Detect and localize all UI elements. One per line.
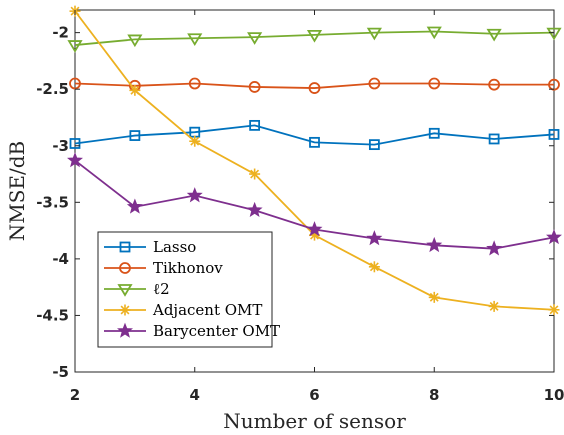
data-point-tikhonov (188, 77, 201, 90)
series-line-tikhonov (74, 82, 554, 89)
data-point-adjacent-omt (488, 300, 500, 312)
legend-marker (119, 241, 131, 253)
legend-label: Adjacent OMT (152, 301, 262, 319)
data-point-2 (187, 33, 203, 47)
series-line-2 (74, 30, 555, 46)
data-point-barycenter-omt (486, 240, 503, 256)
legend-label: ℓ2 (153, 280, 170, 298)
data-point-lasso (309, 136, 320, 148)
legend-entry: Adjacent OMT (104, 301, 262, 319)
data-point-lasso (129, 130, 141, 141)
data-point-adjacent-omt (249, 168, 261, 180)
data-point-tikhonov (428, 77, 441, 90)
x-tick-label: 6 (309, 386, 319, 404)
y-tick-label: -2 (52, 24, 69, 42)
x-axis-title: Number of sensor (223, 409, 406, 433)
data-point-barycenter-omt (186, 187, 203, 203)
axes-layer: 2 4 6 8 10 -5 -4.5 -4 -3.5 -3 -2.5 -2 (36, 10, 564, 404)
legend: Lasso Tikhonov ℓ2 Adjacent OMT Barycenter OM… (97, 231, 280, 348)
series-2 (67, 26, 562, 53)
data-point-adjacent-omt (189, 135, 201, 147)
data-point-2 (486, 28, 502, 42)
legend-label: Lasso (153, 238, 196, 256)
data-point-lasso (368, 139, 380, 151)
data-point-2 (306, 29, 323, 43)
legend-entry: Barycenter OMT (104, 322, 280, 340)
legend-entry: ℓ2 (104, 280, 170, 298)
data-point-2 (426, 26, 442, 40)
data-point-barycenter-omt (306, 221, 323, 237)
y-tick-label: -4.5 (36, 306, 69, 324)
legend-marker (117, 284, 133, 297)
y-tick-label: -2.5 (36, 80, 69, 98)
data-point-2 (67, 40, 83, 53)
data-point-lasso (249, 119, 261, 131)
y-tick-label: -5 (52, 363, 69, 381)
x-tick-label: 4 (190, 386, 200, 404)
legend-entries: Lasso Tikhonov ℓ2 Adjacent OMT Barycenter OM… (104, 238, 280, 340)
y-axis-title: NMSE/dB (5, 141, 29, 242)
data-point-lasso (548, 129, 560, 140)
x-tick-label: 2 (70, 386, 80, 404)
x-tick-label: 10 (544, 386, 564, 404)
legend-label: Barycenter OMT (153, 322, 280, 340)
data-point-barycenter-omt (366, 230, 383, 246)
data-point-lasso (488, 133, 500, 145)
data-point-tikhonov (488, 78, 501, 91)
y-tick-label: -4 (52, 250, 69, 268)
data-point-lasso (69, 138, 81, 149)
legend-entry: Lasso (104, 238, 196, 256)
legend-entry: Tikhonov (104, 259, 223, 277)
data-point-barycenter-omt (67, 152, 83, 168)
legend-marker (119, 262, 131, 274)
data-point-tikhonov (308, 82, 321, 94)
y-tick-label: -3 (52, 137, 69, 155)
data-point-tikhonov (368, 77, 381, 90)
data-point-2 (366, 27, 382, 41)
series-line-lasso (74, 124, 555, 146)
legend-marker (117, 322, 133, 338)
series-layer (67, 5, 562, 316)
data-point-2 (127, 34, 143, 48)
y-tick-label: -3.5 (36, 193, 69, 211)
data-point-tikhonov (69, 77, 81, 90)
data-point-barycenter-omt (126, 198, 143, 214)
data-point-2 (247, 32, 263, 45)
data-point-adjacent-omt (368, 261, 380, 273)
data-point-adjacent-omt (428, 291, 440, 303)
data-point-adjacent-omt (129, 84, 141, 96)
series-barycenter-omt (67, 152, 562, 256)
data-point-2 (546, 27, 562, 41)
data-point-barycenter-omt (246, 201, 263, 218)
data-point-barycenter-omt (546, 228, 562, 245)
legend-marker (119, 304, 131, 316)
data-point-barycenter-omt (426, 236, 443, 253)
data-point-lasso (428, 127, 440, 139)
legend-label: Tikhonov (153, 259, 223, 277)
x-tick-label: 8 (429, 386, 439, 404)
data-point-tikhonov (248, 81, 261, 93)
series-lasso (69, 119, 560, 151)
data-point-adjacent-omt (548, 304, 560, 316)
